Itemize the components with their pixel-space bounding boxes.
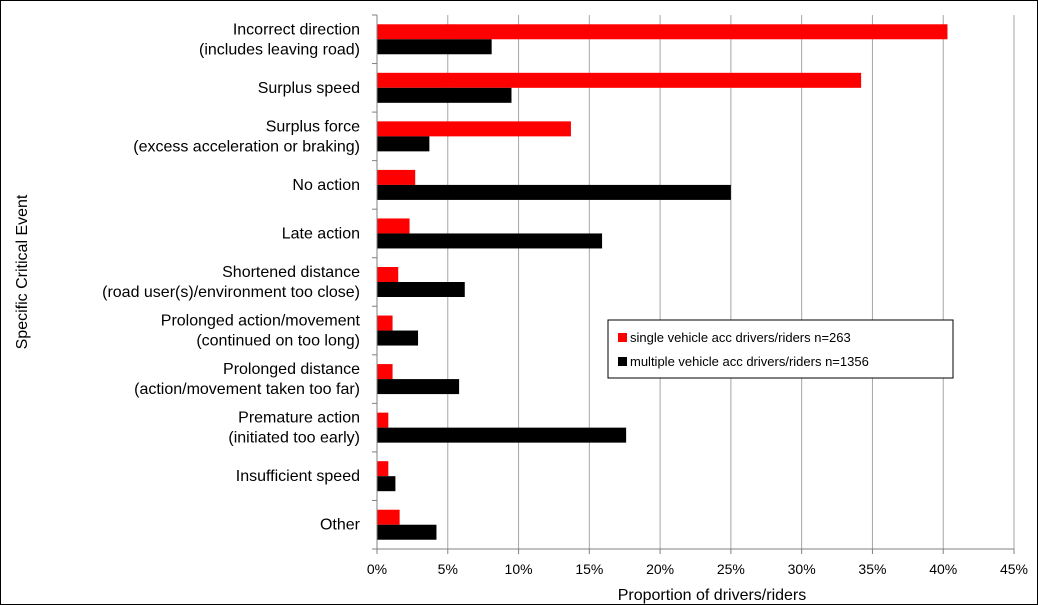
legend: single vehicle acc drivers/riders n=263 m… [607,319,954,379]
x-tick-label: 35% [858,561,886,577]
category-label: (action/movement taken too far) [134,381,360,398]
x-tick-label: 30% [788,561,816,577]
x-tick-label: 40% [929,561,957,577]
bar-single [377,412,389,428]
x-tick-label: 0% [367,561,387,577]
category-label: Late action [282,225,360,242]
category-label: Incorrect direction [233,21,360,38]
category-label: (excess acceleration or braking) [133,138,360,155]
x-tick-labels: 0% 5% 10% 15% 20% 25% 30% 35% 40% 45% [367,561,1028,577]
bar-single [377,509,400,525]
axes [372,14,1014,550]
category-label: (initiated too early) [228,430,360,447]
bar-single [377,218,410,234]
legend-box [607,319,954,379]
x-tick-label: 20% [646,561,674,577]
bar-single [377,315,393,331]
bar-multiple [377,524,437,540]
category-label: Insufficient speed [236,468,360,485]
legend-label: single vehicle acc drivers/riders n=263 [630,330,851,345]
x-tick-label: 45% [1000,561,1028,577]
bar-multiple [377,136,430,152]
legend-label: multiple vehicle acc drivers/riders n=13… [630,354,869,369]
category-label: (includes leaving road) [199,41,360,58]
x-tick-label: 25% [717,561,745,577]
bar-multiple [377,427,627,443]
bar-single [377,121,571,137]
category-label: Other [320,517,361,534]
grid-lines [376,15,1015,554]
bar-multiple [377,233,603,249]
category-label: Prolonged action/movement [161,313,361,330]
bar-multiple [377,87,512,103]
x-tick-label: 15% [575,561,603,577]
bar-single [377,72,862,88]
category-label: Shortened distance [222,264,360,281]
bar-single [377,267,399,282]
bars [377,24,948,540]
x-tick-label: 10% [505,561,533,577]
bar-multiple [377,379,460,395]
category-label: Prolonged distance [223,361,360,378]
category-label: Premature action [238,410,360,427]
bar-single [377,364,393,380]
bar-multiple [377,330,419,346]
legend-swatch [618,333,627,342]
bar-multiple [377,476,396,492]
y-axis-title: Specific Critical Event [14,194,31,349]
category-labels: Incorrect direction (includes leaving roa… [102,21,361,533]
bar-single [377,24,948,40]
bar-single [377,169,416,185]
category-label: Surplus force [266,118,360,135]
bar-single [377,461,389,477]
bar-multiple [377,184,731,200]
category-label: Surplus speed [258,80,360,97]
legend-swatch [618,357,627,366]
category-label: (continued on too long) [196,333,360,350]
category-label: No action [292,177,360,194]
category-label: (road user(s)/environment too close) [102,284,360,301]
x-axis-title: Proportion of drivers/riders [618,587,807,604]
bar-multiple [377,282,465,297]
bar-multiple [377,39,492,55]
x-tick-label: 5% [438,561,458,577]
